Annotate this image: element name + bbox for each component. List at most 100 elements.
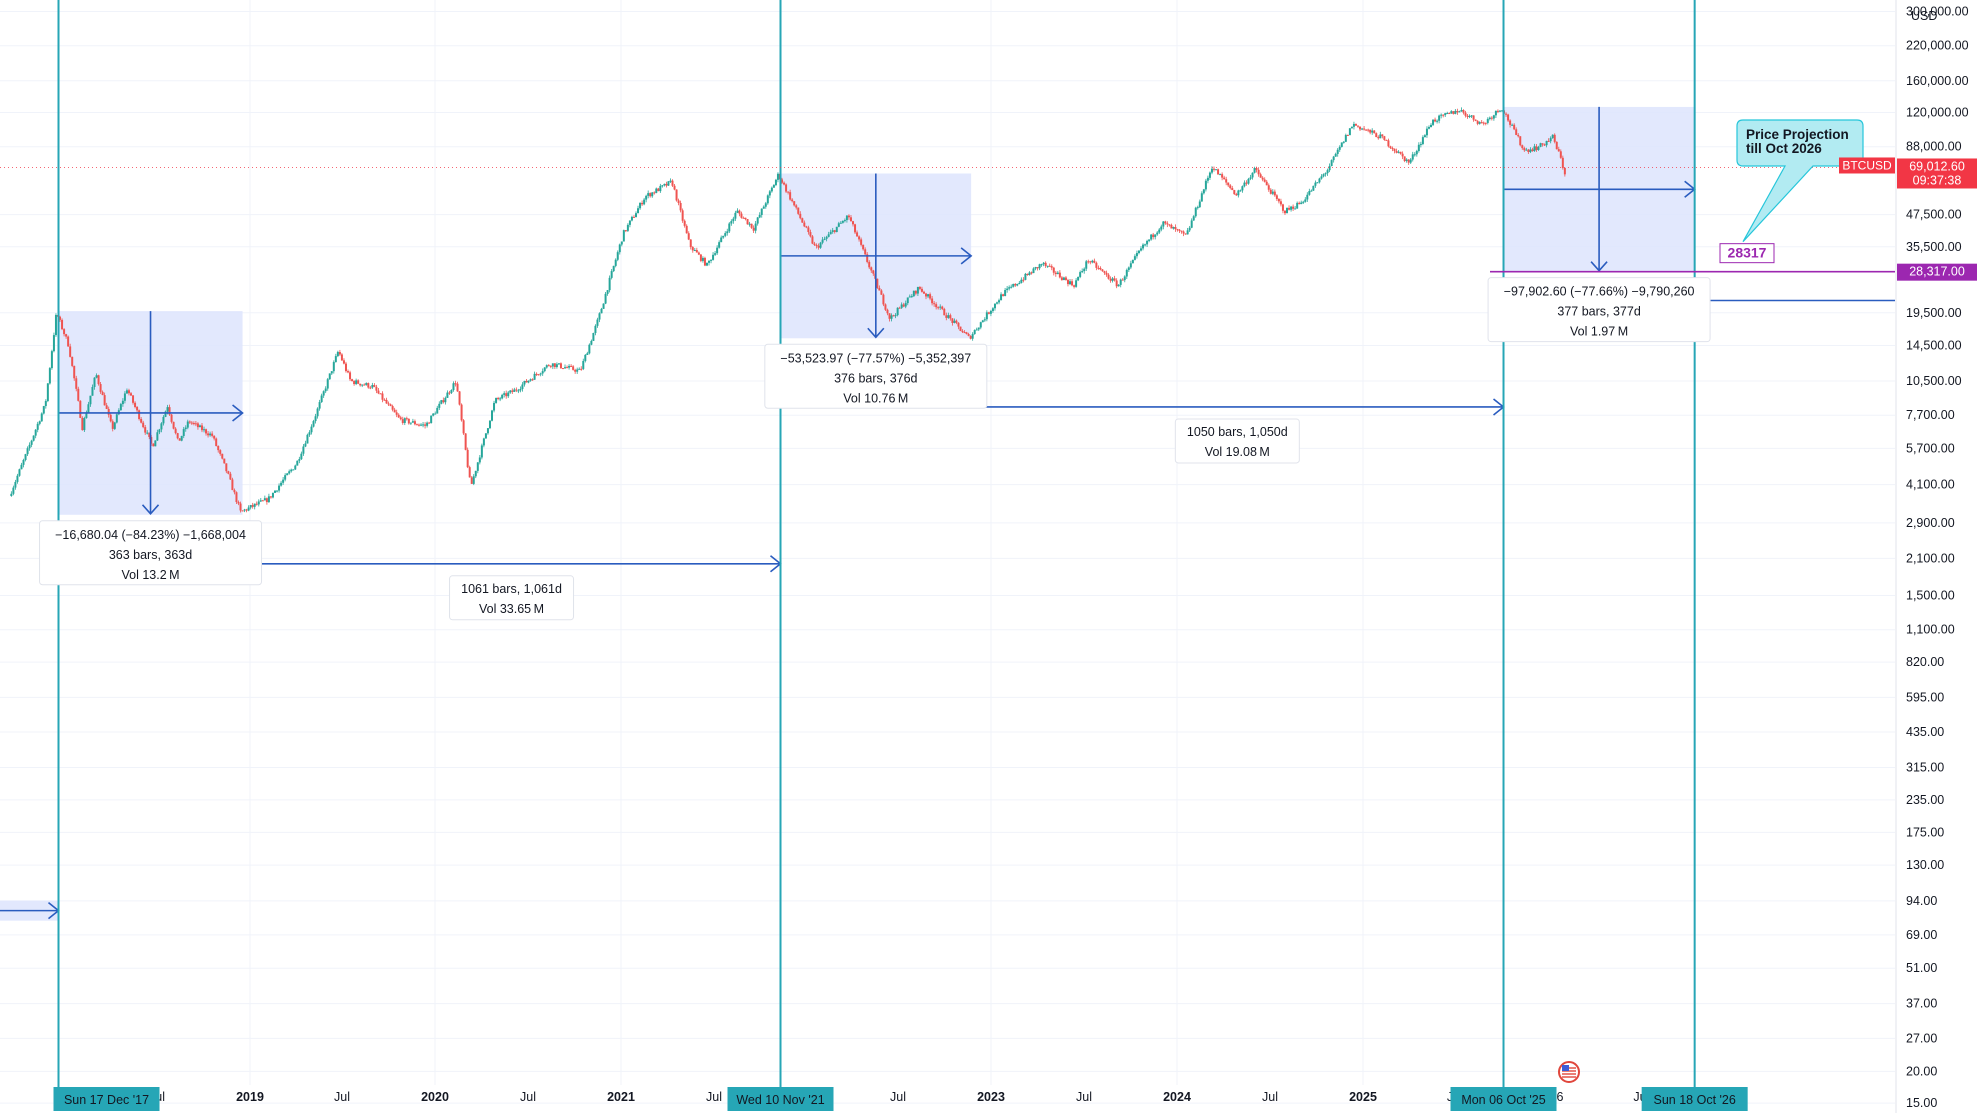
candle-body	[669, 180, 672, 182]
candle-body	[290, 469, 293, 472]
candle-body	[1048, 265, 1051, 267]
candle-body	[434, 413, 437, 415]
price-tick-label: 69.00	[1906, 928, 1937, 942]
candle-body	[334, 356, 337, 363]
candle-body	[1176, 229, 1179, 231]
candle-body	[1482, 122, 1485, 124]
price-projection-callout[interactable]	[1736, 119, 1864, 243]
candle-body	[854, 224, 857, 233]
time-tick-label: 2021	[607, 1090, 635, 1104]
candle-body	[1405, 159, 1408, 161]
candle-body	[1302, 201, 1305, 203]
candle-body	[671, 180, 674, 186]
candle-body	[127, 390, 130, 394]
candle-body	[712, 254, 715, 260]
candle-body	[1549, 138, 1552, 142]
time-axis[interactable]: Jul2019Jul2020Jul2021JulJul2023Jul2024Ju…	[53, 1061, 1748, 1111]
candle-body	[772, 185, 775, 188]
candle-body	[856, 232, 859, 237]
candle-body	[1239, 190, 1242, 192]
candle-body	[115, 414, 118, 423]
candle-body	[598, 313, 601, 320]
symbol-tag	[1839, 157, 1895, 174]
candle-body	[1020, 279, 1023, 283]
candle-body	[1180, 230, 1183, 232]
candle-body	[1223, 177, 1226, 180]
candle-body	[716, 247, 719, 254]
candle-body	[304, 443, 307, 447]
candle-body	[1478, 122, 1481, 124]
candle-body	[1257, 169, 1260, 175]
candle-body	[868, 261, 871, 268]
candle-body	[634, 213, 637, 218]
candle-body	[663, 183, 666, 186]
candle-body	[1476, 120, 1479, 124]
candle-body	[770, 187, 773, 192]
candle-body	[941, 306, 944, 309]
candle-body	[255, 503, 258, 505]
candle-body	[1509, 120, 1512, 125]
candle-body	[249, 505, 252, 508]
candle-body	[955, 320, 958, 323]
candle-body	[125, 390, 128, 394]
candle-body	[375, 386, 378, 391]
candle-body	[302, 446, 305, 454]
candle-body	[592, 332, 595, 341]
candle-body	[448, 392, 451, 394]
candle-body	[288, 471, 291, 474]
candle-body	[1142, 244, 1145, 249]
candle-body	[361, 384, 364, 386]
time-tick-label: 6	[1557, 1090, 1564, 1104]
candle-body	[876, 278, 879, 288]
price-tick-label: 160,000.00	[1906, 74, 1969, 88]
candle-body	[138, 410, 141, 420]
price-axis[interactable]: 300,000.00 220,000.00 160,000.00 120,000.00…	[1839, 0, 1977, 1113]
candle-body	[624, 230, 627, 232]
candle-body	[705, 262, 708, 266]
candle-body	[81, 417, 84, 431]
candle-body	[160, 423, 163, 430]
candle-body	[1561, 157, 1564, 168]
candle-body	[168, 407, 171, 415]
candle-body	[200, 425, 203, 431]
candle-body	[549, 365, 552, 367]
candle-body	[1511, 124, 1514, 126]
candle-body	[657, 188, 660, 192]
cycle-date-tag	[1450, 1087, 1557, 1111]
candle-body	[916, 286, 919, 294]
candle-body	[815, 244, 818, 246]
candle-body	[136, 407, 139, 411]
candle-body	[872, 270, 875, 274]
candle-body	[843, 220, 846, 222]
candle-body	[922, 291, 925, 294]
candle-body	[1164, 221, 1167, 224]
candle-body	[194, 423, 197, 425]
price-tick-label: 19,500.00	[1906, 306, 1962, 320]
candle-body	[937, 307, 940, 309]
candle-body	[1440, 114, 1443, 116]
candle-body	[213, 435, 216, 439]
target-box-label: 28317	[1728, 245, 1767, 261]
candle-body	[1170, 224, 1173, 229]
candle-body	[251, 505, 254, 507]
candle-body	[482, 438, 485, 446]
candle-body	[543, 367, 546, 372]
candle-body	[821, 239, 824, 243]
candle-body	[1237, 190, 1240, 196]
candle-body	[1255, 168, 1258, 170]
candle-body	[1196, 207, 1199, 209]
candle-body	[286, 473, 289, 476]
candle-body	[1470, 115, 1473, 117]
candle-body	[26, 448, 29, 455]
candle-body	[1559, 151, 1562, 158]
candle-body	[1097, 267, 1100, 269]
candle-body	[734, 212, 737, 219]
candle-body	[1188, 227, 1191, 231]
candle-body	[1121, 279, 1124, 281]
candle-body	[1135, 253, 1138, 257]
candle-body	[1427, 127, 1430, 129]
candle-body	[807, 227, 810, 233]
candle-body	[1014, 284, 1017, 286]
